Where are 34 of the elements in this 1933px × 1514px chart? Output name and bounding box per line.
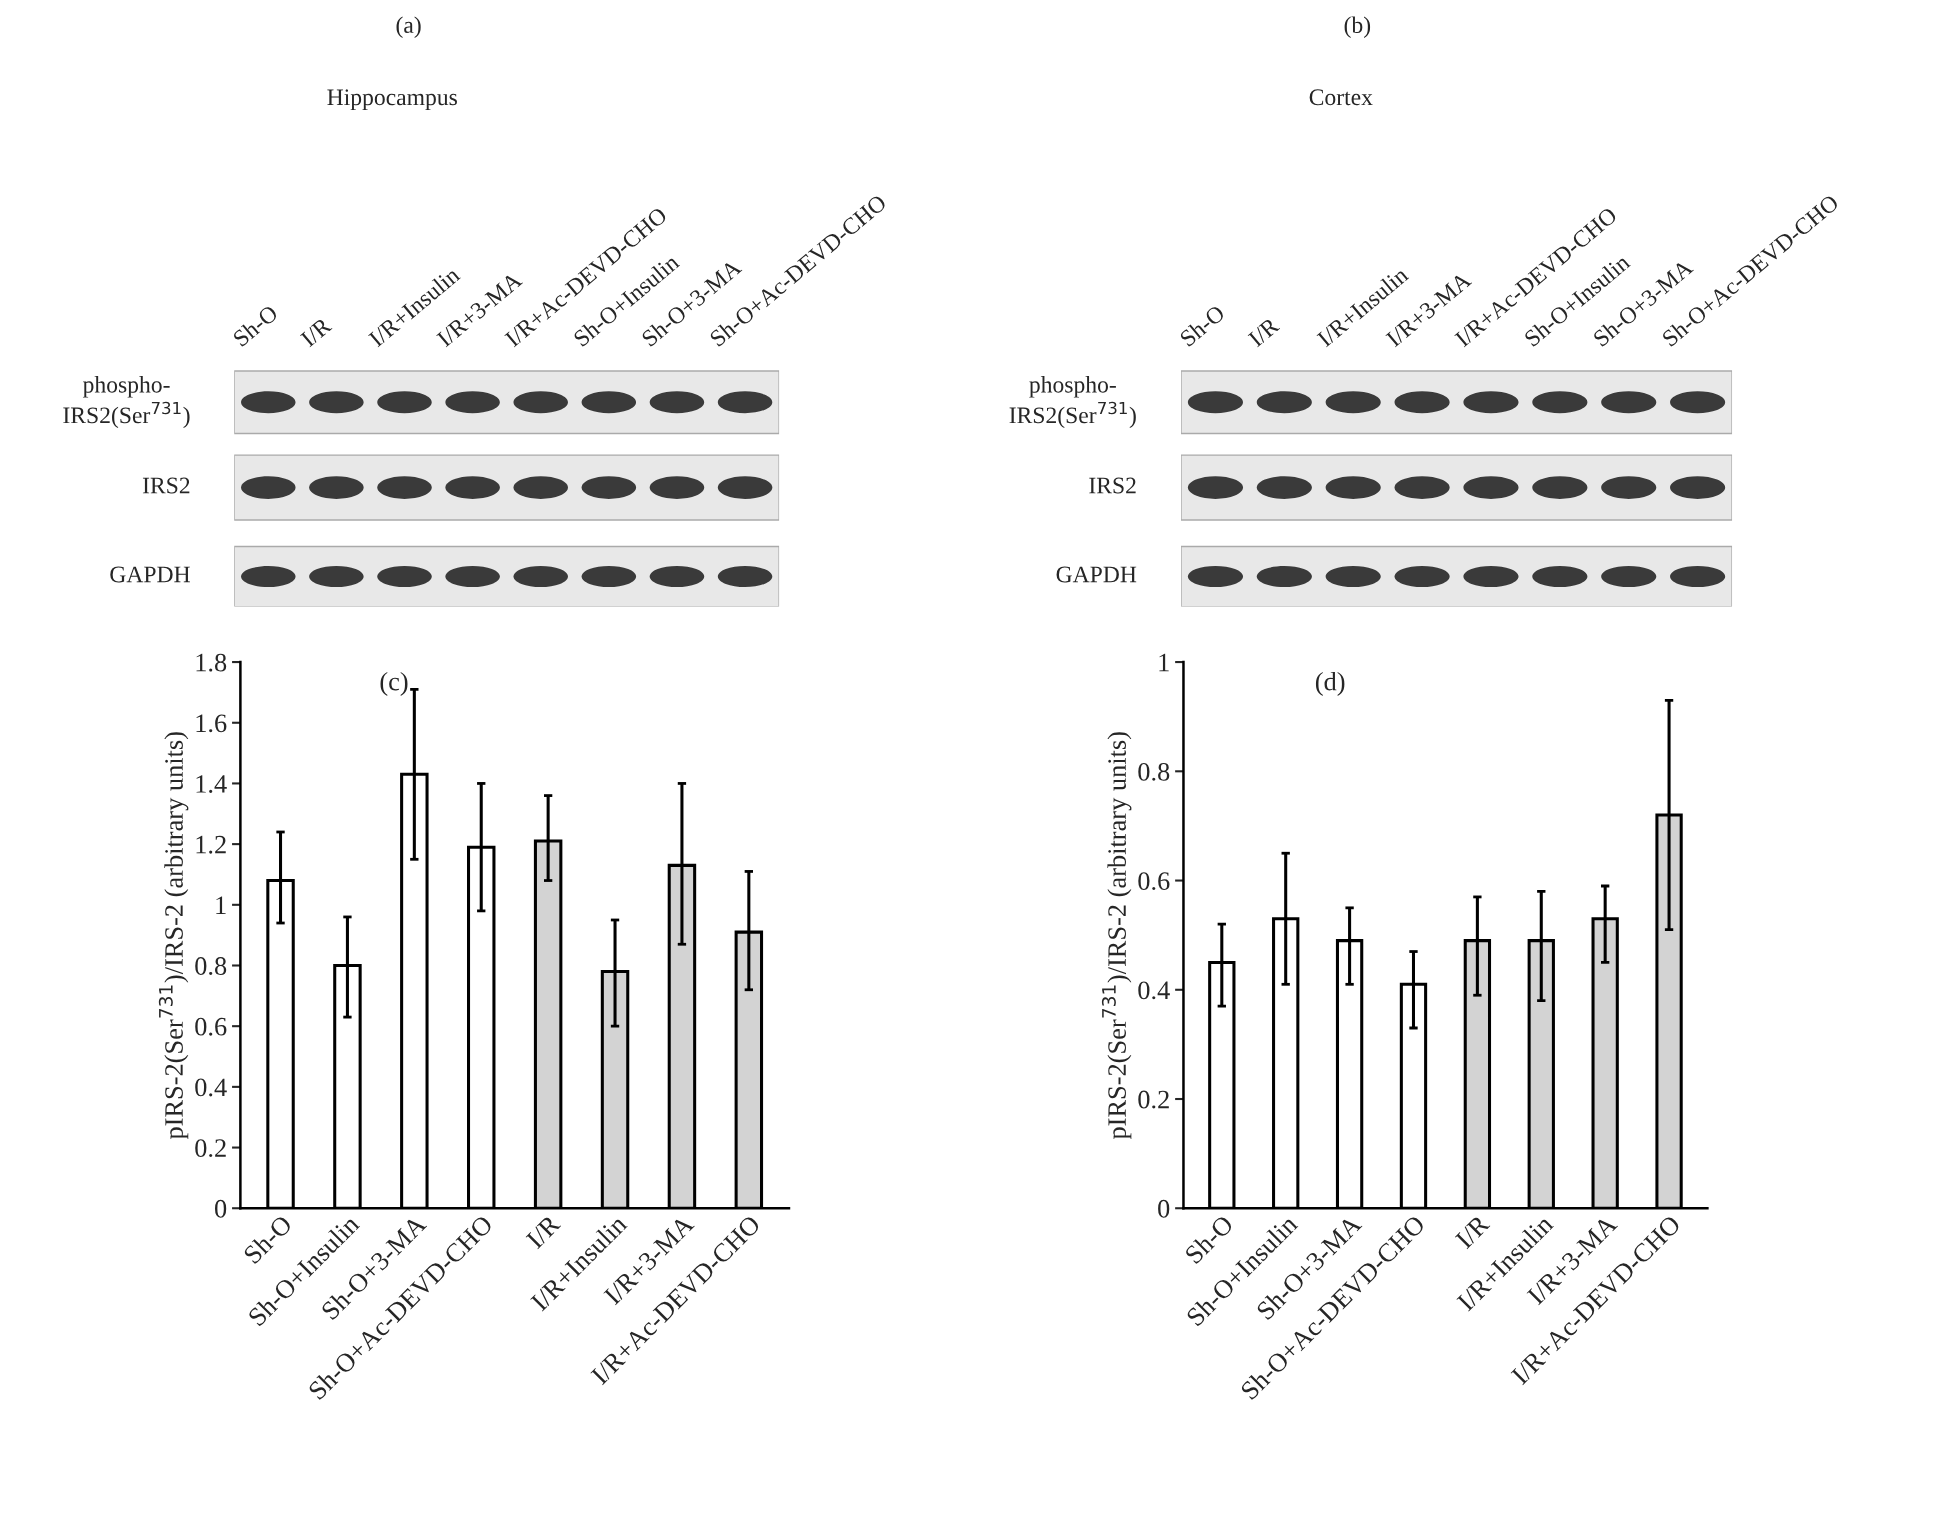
text: GAPDH bbox=[1056, 566, 1137, 583]
text: GAPDH bbox=[110, 566, 190, 583]
y-tick-label: 0.6 bbox=[195, 1017, 227, 1036]
category-label: Sh-O bbox=[231, 303, 279, 348]
chart-title: (c) bbox=[380, 671, 408, 696]
chart-title: (d) bbox=[1315, 671, 1345, 696]
text: phospho- IRS2(Ser$^{731}$) bbox=[1009, 376, 1136, 429]
y-tick-label: 1 bbox=[216, 896, 226, 914]
y-tick-label: 0 bbox=[1158, 1199, 1170, 1218]
y-tick-label: 0.4 bbox=[1138, 981, 1170, 1000]
y-tick-label: 0.8 bbox=[195, 957, 227, 976]
y-tick-label: 0.8 bbox=[1138, 762, 1170, 781]
y-tick-label: 1.2 bbox=[196, 835, 226, 854]
text: Hippocampus bbox=[327, 89, 457, 111]
text: (a) bbox=[396, 16, 421, 38]
y-tick-label: 0.2 bbox=[1138, 1090, 1169, 1109]
category-label: I/R bbox=[1247, 316, 1281, 348]
text: IRS2 bbox=[142, 477, 190, 494]
text: phospho- IRS2(Ser$^{731}$) bbox=[63, 376, 190, 429]
y-tick-label: 1.6 bbox=[196, 714, 227, 733]
y-tick-label: 1.8 bbox=[196, 653, 227, 672]
text: IRS2 bbox=[1089, 477, 1136, 494]
y-tick-label: 1.4 bbox=[196, 775, 227, 793]
y-tick-label: 0.4 bbox=[195, 1078, 227, 1097]
y-axis-title: pIRS-2(Ser$^{731}$)/IRS-2 (arbitrary units) bbox=[158, 732, 189, 1140]
y-tick-label: 1 bbox=[1159, 653, 1169, 672]
y-tick-label: 0.2 bbox=[195, 1139, 226, 1158]
text: (b) bbox=[1344, 16, 1371, 38]
y-axis-title: pIRS-2(Ser$^{731}$)/IRS-2 (arbitrary units) bbox=[1101, 732, 1132, 1140]
text: Cortex bbox=[1309, 89, 1373, 106]
y-tick-label: 0.6 bbox=[1138, 872, 1170, 891]
category-label: I/R bbox=[299, 316, 333, 348]
category-label: Sh-O bbox=[1178, 303, 1226, 348]
y-tick-label: 0 bbox=[215, 1199, 227, 1218]
